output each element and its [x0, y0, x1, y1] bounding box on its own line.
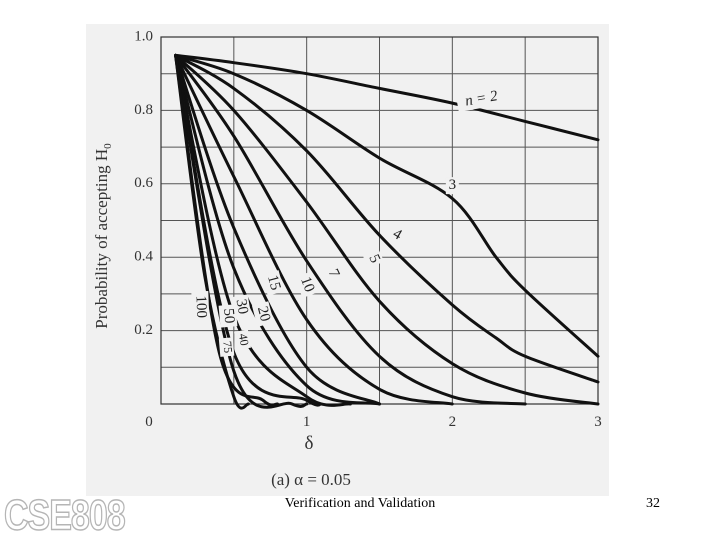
series-label-background: [387, 224, 407, 246]
series-label: 10: [297, 275, 317, 295]
series-label: 20: [254, 305, 273, 324]
series-label: 50: [220, 308, 237, 324]
chart-caption: (a) α = 0.05: [271, 470, 351, 489]
x-tick-label: 3: [594, 414, 602, 430]
y-tick-label: 1.0: [134, 28, 153, 44]
y-tick-label: 0.4: [134, 249, 153, 265]
series-label-background: [322, 264, 344, 284]
chart-figure: n = 2 3 4 5 7 10 15 20 30 40 50 75 100 1.0 0.8 0.6 0.4 0…: [86, 24, 609, 496]
y-tick-label: 0.2: [134, 322, 153, 338]
y-axis-label-subscript: 0: [102, 143, 114, 149]
series-label-background: [234, 329, 252, 351]
series-line: [174, 53, 527, 406]
footer-title: Verification and Validation: [284, 496, 436, 511]
series-label: 15: [264, 273, 283, 292]
y-axis-label: Probability of accepting H0: [92, 143, 114, 329]
series-line: [174, 53, 600, 406]
y-tick-label: 0.8: [134, 102, 153, 118]
series-line: [174, 53, 250, 410]
series-label: n = 2: [464, 88, 499, 110]
series-label-background: [445, 177, 459, 195]
series-line: [174, 53, 600, 384]
x-tick-label: 0: [145, 414, 153, 430]
series-line: [174, 53, 381, 406]
series-label-background: [455, 86, 508, 113]
series-label-background: [191, 290, 210, 323]
series-line: [174, 53, 309, 409]
series-label-background: [363, 249, 385, 269]
x-tick-label: 2: [449, 414, 457, 430]
series-label: 3: [449, 177, 457, 193]
series-line: [174, 53, 600, 142]
tick-layer: 1.0 0.8 0.6 0.4 0.2 0 1 2 3: [134, 28, 602, 430]
series-line: [174, 53, 454, 406]
grid-layer: [160, 36, 599, 405]
series-label: 30: [232, 298, 250, 316]
x-axis-label: δ: [305, 433, 314, 454]
series-label: 75: [220, 340, 235, 353]
series-label-background: [294, 271, 319, 298]
series-label: 40: [236, 332, 252, 346]
y-axis-label-text: Probability of accepting H: [92, 149, 111, 329]
series-line: [174, 53, 600, 358]
page-number: 32: [646, 496, 660, 511]
y-tick-label: 0.6: [134, 175, 153, 191]
x-tick-label: 1: [303, 414, 311, 430]
series-label-background: [218, 304, 238, 328]
cse808-logo: CSE808: [3, 491, 126, 540]
series-label-background: [262, 270, 285, 296]
series-label-background: [218, 337, 235, 357]
series-layer: [174, 53, 600, 410]
series-label: 100: [193, 295, 210, 318]
series-label-background: [251, 301, 275, 327]
